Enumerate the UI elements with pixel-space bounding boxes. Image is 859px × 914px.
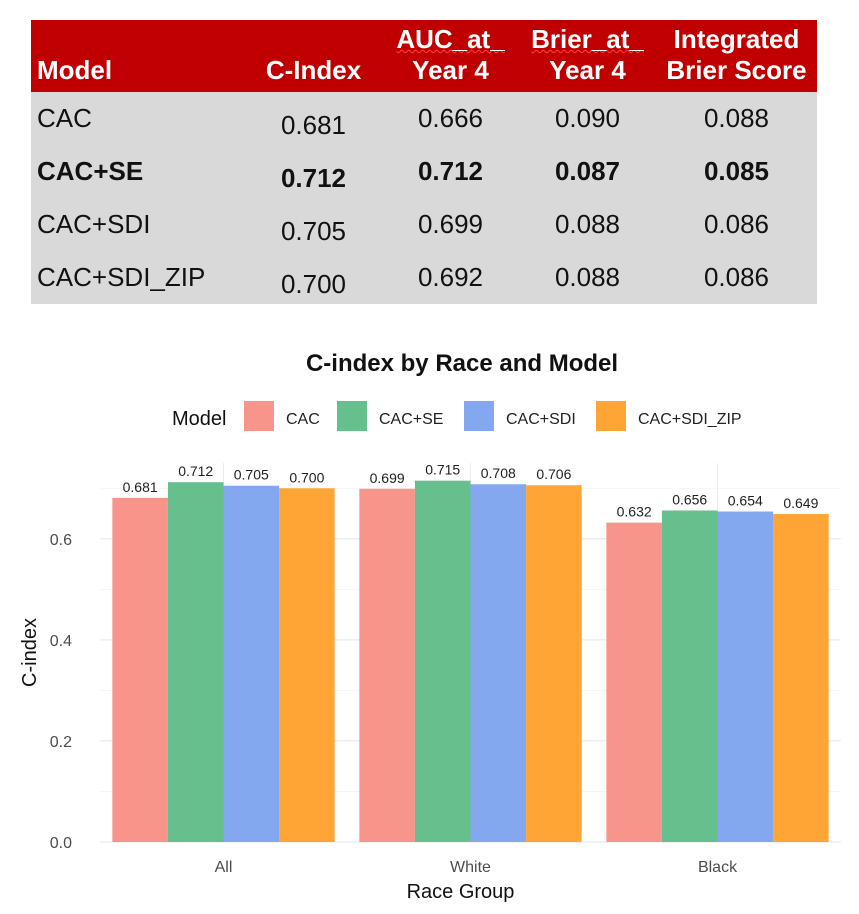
legend-label: CAC+SE (379, 411, 443, 428)
bar-all-cac (112, 497, 168, 842)
x-tick-label: White (450, 859, 491, 876)
y-tick-label: 0.2 (50, 734, 72, 751)
x-tick-label: Black (698, 859, 738, 876)
x-tick-label: All (215, 859, 233, 876)
header-c-index-line2: C-Index (265, 55, 362, 85)
legend-label: CAC+SDI_ZIP (638, 411, 742, 428)
cell-auc-year4: 0.699 (382, 198, 519, 251)
table-row: CAC+SDI_ZIP 0.700 0.692 0.088 0.086 (31, 251, 817, 304)
legend-swatch-cac-sdi-zip (596, 401, 626, 431)
bar-black-cac-sdi-zip (773, 514, 829, 842)
cell-model: CAC+SDI (31, 198, 245, 251)
y-tick-label: 0.6 (50, 532, 72, 549)
cell-brier-year4: 0.088 (519, 198, 656, 251)
bar-value-label: 0.656 (672, 492, 707, 508)
cell-auc-year4: 0.712 (382, 145, 519, 198)
cell-integrated-brier: 0.085 (656, 145, 817, 198)
legend-title: Model (172, 408, 226, 430)
header-model: Model (31, 20, 245, 92)
bar-white-cac (359, 488, 415, 842)
bar-white-cac-sdi (470, 484, 527, 842)
header-model-line2: Model (37, 55, 113, 85)
legend-swatch-cac-sdi (464, 401, 494, 431)
legend-swatch-cac (244, 401, 274, 431)
cell-integrated-brier: 0.088 (656, 92, 817, 145)
header-auc-year4-line1: AUC_at_ (396, 24, 505, 54)
header-brier-year4-line1: Brier_at_ (531, 24, 644, 54)
cell-brier-year4: 0.090 (519, 92, 656, 145)
header-brier-year4: Brier_at_ Year 4 (519, 20, 656, 92)
cell-integrated-brier: 0.086 (656, 251, 817, 304)
legend-label: CAC (286, 411, 320, 428)
y-tick-label: 0.0 (50, 835, 72, 852)
bar-black-cac (606, 522, 662, 842)
bar-white-cac-se (414, 480, 471, 842)
race-model-bar-chart: 0.681 0.712 0.705 0.700 All 0.699 0.715 0.708 0.… (19, 350, 841, 903)
bar-black-cac-sdi (717, 511, 774, 842)
cell-c-index: 0.681 (245, 92, 382, 145)
bar-all-cac-sdi (223, 485, 280, 842)
legend-label: CAC+SDI (506, 411, 576, 428)
bar-black-cac-se (661, 510, 718, 842)
bar-value-label: 0.700 (289, 469, 324, 485)
cell-model: CAC+SE (31, 145, 245, 198)
bar-white-cac-sdi-zip (526, 485, 582, 842)
cell-integrated-brier: 0.086 (656, 198, 817, 251)
header-auc-year4: AUC_at_ Year 4 (382, 20, 519, 92)
header-c-index: C-Index (245, 20, 382, 92)
table-body: CAC 0.681 0.666 0.090 0.088 CAC+SE 0.712 0.712 0… (31, 92, 817, 304)
x-axis-title: Race Group (407, 881, 515, 903)
table-header-row: Model C-Index AUC_at_ Year 4 Brier_at_ Year 4… (31, 20, 817, 92)
legend-swatch-cac-se (337, 401, 367, 431)
metrics-table: Model C-Index AUC_at_ Year 4 Brier_at_ Year 4… (31, 20, 817, 304)
y-axis-title: C-index (19, 618, 41, 687)
bar-all-cac-sdi-zip (279, 488, 335, 842)
cell-brier-year4: 0.088 (519, 251, 656, 304)
bar-value-label: 0.715 (425, 462, 460, 478)
bar-value-label: 0.708 (481, 465, 516, 481)
table-row: CAC+SE 0.712 0.712 0.087 0.085 (31, 145, 817, 198)
bar-value-label: 0.632 (617, 504, 652, 520)
header-integrated-brier-line2: Brier Score (666, 55, 807, 85)
bar-value-label: 0.706 (536, 466, 571, 482)
cell-model: CAC (31, 92, 245, 145)
cell-model: CAC+SDI_ZIP (31, 251, 245, 304)
bar-value-label: 0.705 (234, 467, 269, 483)
header-auc-year4-line2: Year 4 (412, 55, 489, 85)
y-tick-label: 0.4 (50, 633, 72, 650)
bar-value-label: 0.649 (783, 495, 818, 511)
bar-value-label: 0.681 (123, 479, 158, 495)
bar-all-cac-se (167, 482, 224, 842)
bar-value-label: 0.699 (370, 470, 405, 486)
cell-auc-year4: 0.692 (382, 251, 519, 304)
cell-c-index: 0.712 (245, 145, 382, 198)
header-integrated-brier: Integrated Brier Score (656, 20, 817, 92)
table-row: CAC 0.681 0.666 0.090 0.088 (31, 92, 817, 145)
cell-auc-year4: 0.666 (382, 92, 519, 145)
chart-title: C-index by Race and Model (306, 350, 618, 377)
bar-value-label: 0.712 (178, 463, 213, 479)
cell-brier-year4: 0.087 (519, 145, 656, 198)
cell-c-index: 0.705 (245, 198, 382, 251)
header-brier-year4-line2: Year 4 (549, 55, 626, 85)
header-integrated-brier-line1: Integrated (673, 24, 800, 54)
cell-c-index: 0.700 (245, 251, 382, 304)
table-row: CAC+SDI 0.705 0.699 0.088 0.086 (31, 198, 817, 251)
bar-value-label: 0.654 (728, 493, 763, 509)
